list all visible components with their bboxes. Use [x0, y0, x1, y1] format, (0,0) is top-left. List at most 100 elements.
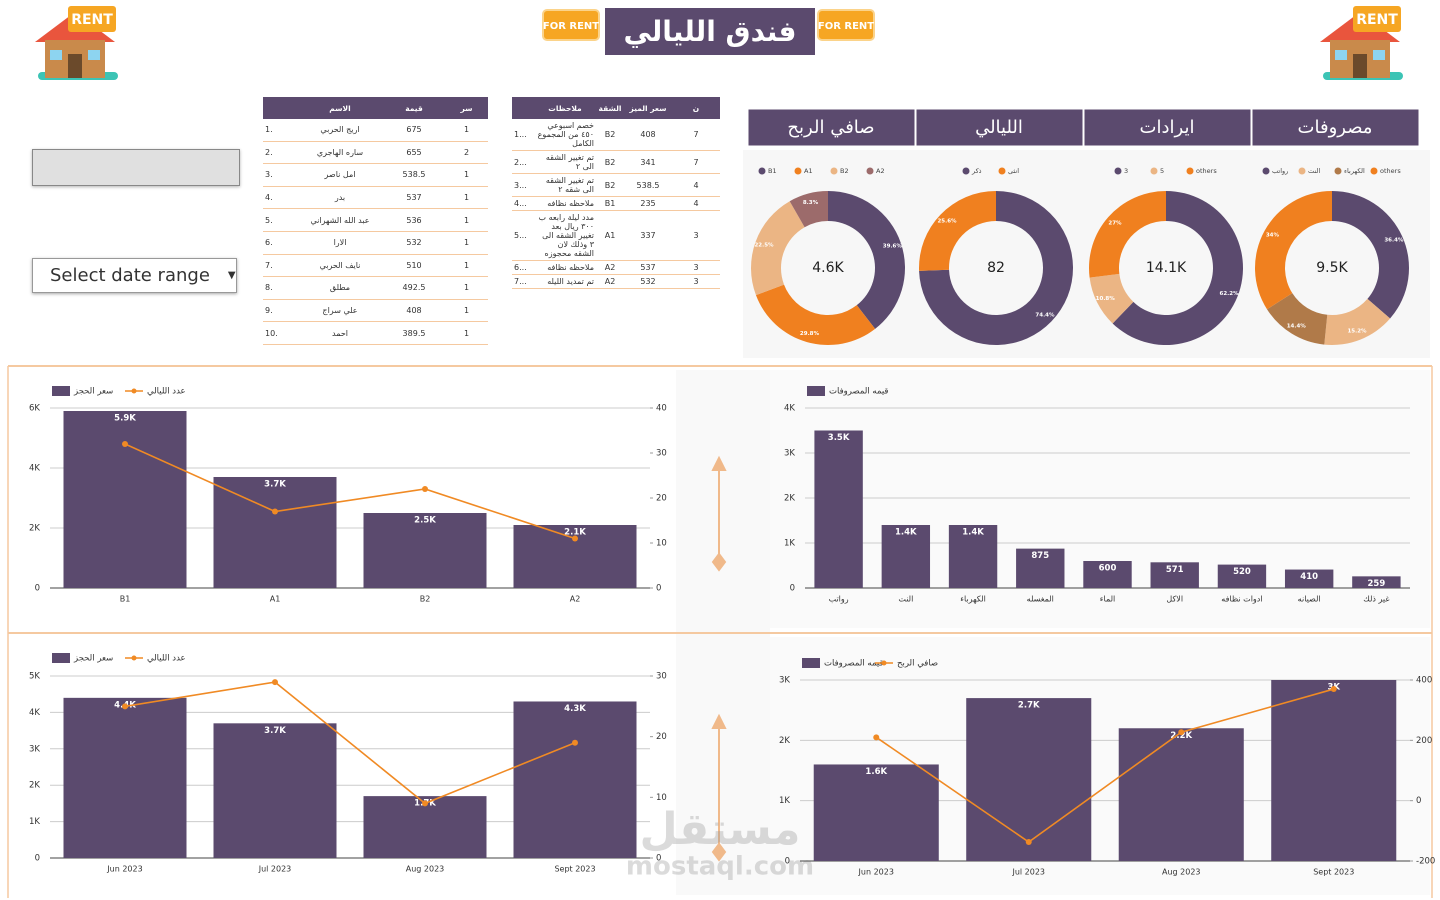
table-cell: 5. [263, 208, 297, 232]
filter-button[interactable] [32, 149, 240, 186]
line-series [875, 688, 1334, 843]
y-tick-label: 4K [29, 464, 40, 474]
legend-swatch [794, 167, 802, 175]
legend-swatch [1114, 167, 1122, 175]
kpi-tab-bg [1251, 108, 1420, 147]
donut-center-label: 9.5K [1316, 260, 1348, 276]
bar-value-label: 600 [1099, 564, 1117, 574]
table-row: 5. عبد الله الشهراني 536 1 [263, 208, 488, 232]
legend-label: others [1196, 167, 1217, 175]
line-series [124, 681, 576, 805]
bar-value-label: 3.7K [264, 726, 286, 736]
bar [1352, 576, 1401, 588]
legend-label: الكهرباء [1344, 167, 1365, 175]
table-cell: نايف الحربي [297, 254, 383, 278]
x-tick-label: A2 [570, 595, 581, 604]
slice-label: 8.3% [803, 200, 819, 206]
y2-tick-label: 10 [656, 539, 667, 549]
legend-swatch [802, 658, 820, 668]
x-tick-label: Sept 2023 [554, 865, 595, 874]
table-cell: 4. [263, 186, 297, 210]
table-row: 3... تم تغيير الشقه الى شقه ٢ B2 538.5 4 [512, 173, 720, 197]
bar [1217, 564, 1267, 588]
y-tick-label: 0 [35, 584, 40, 594]
table-cell: 341 [624, 150, 672, 174]
donut-slice [919, 191, 996, 271]
date-range-label: Select date range [50, 265, 210, 286]
rent-text: RENT [71, 12, 113, 28]
table-row: 1. اريج الحربي 675 1 [263, 119, 488, 142]
page-title: فندق الليالي [623, 15, 796, 48]
date-range-picker[interactable]: Select date range ▼ [32, 258, 237, 293]
line-point [572, 535, 578, 542]
legend-swatch [881, 660, 887, 666]
bar [213, 477, 337, 588]
legend-swatch [830, 167, 838, 175]
y-tick-label: 4K [29, 708, 40, 718]
slice-label: 27% [1108, 221, 1122, 227]
x-tick-label: الكهرباء [960, 595, 986, 604]
bar-value-label: 875 [1031, 551, 1049, 561]
table-row: 2. ساره الهاجري 655 2 [263, 141, 488, 165]
x-tick-label: النت [898, 595, 913, 604]
house-icon: RENT [1320, 6, 1403, 80]
bar-value-label: 2.7K [1018, 701, 1040, 711]
table-cell: 8. [263, 276, 297, 300]
kpi-tab[interactable]: صافي الربح [747, 108, 916, 147]
legend-label: عدد الليالي [147, 654, 186, 664]
donut-slice [1255, 191, 1332, 310]
kpi-tab[interactable]: ايرادات [1083, 108, 1252, 147]
table-cell: B1 [596, 196, 624, 211]
line-point [422, 486, 428, 492]
bar-value-label: 3.5K [828, 433, 850, 443]
slice-label: 25.6% [937, 218, 957, 224]
x-tick-label: Jul 2023 [258, 865, 292, 874]
bar-value-label: 5.9K [114, 414, 136, 424]
table-cell: تم تغيير الشقه الى ٢ [534, 150, 596, 174]
table-cell: عبد الله الشهراني [297, 208, 383, 232]
table-cell: 1... [512, 119, 534, 151]
table-cell: 4 [672, 196, 720, 211]
table-cell: 5... [512, 210, 534, 261]
slice-label: 39.6% [883, 244, 903, 250]
y-tick-label: 6K [29, 404, 40, 414]
kpi-tab-label: صافي الربح [787, 117, 874, 138]
x-tick-label: Aug 2023 [1162, 868, 1201, 877]
slice-label: 10.8% [1096, 296, 1116, 302]
y-tick-label: 3K [779, 676, 790, 686]
data-table: الاسم قيمة سر 1. اريج الحربي 675 1 2. ساره الهاج… [263, 97, 488, 345]
bar-value-label: 571 [1166, 565, 1184, 575]
table-cell: 389.5 [383, 321, 445, 345]
bar-value-label: 2.5K [414, 516, 436, 526]
kpi-tab[interactable]: مصروفات [1251, 108, 1420, 147]
donut-slice [919, 191, 1073, 345]
table-cell: امل ناصر [297, 163, 383, 187]
bar [881, 525, 931, 588]
bar [813, 764, 939, 861]
legend-label: رواتب [1272, 167, 1288, 175]
y-tick-label: 4K [784, 404, 795, 414]
table-cell: 1 [445, 186, 488, 210]
header-cell: ملاحظات [534, 97, 596, 119]
table-cell: 1 [445, 163, 488, 187]
table-cell: 408 [624, 119, 672, 151]
x-tick-label: Sept 2023 [1313, 868, 1354, 877]
slice-label: 14.4% [1287, 323, 1307, 329]
bar [1284, 569, 1334, 588]
donut-slice [789, 191, 828, 228]
line-point [422, 800, 428, 807]
table-cell: ملاحظه نظافه [534, 260, 596, 275]
table-cell: ملاحظه نظافه [534, 196, 596, 211]
kpi-tab[interactable]: الليالي [915, 108, 1084, 147]
bar [63, 411, 187, 588]
table-cell: 1 [445, 276, 488, 300]
bar-value-label: 1.6K [865, 767, 887, 777]
x-tick-label: ادوات نظافه [1221, 595, 1262, 604]
bar [948, 525, 998, 588]
table-cell: B2 [596, 173, 624, 197]
table-cell: 538.5 [383, 163, 445, 187]
legend-label: 3 [1124, 167, 1128, 175]
legend-swatch [52, 653, 70, 663]
y2-tick-label: 200 [1416, 736, 1432, 746]
x-tick-label: الماء [1100, 595, 1115, 604]
